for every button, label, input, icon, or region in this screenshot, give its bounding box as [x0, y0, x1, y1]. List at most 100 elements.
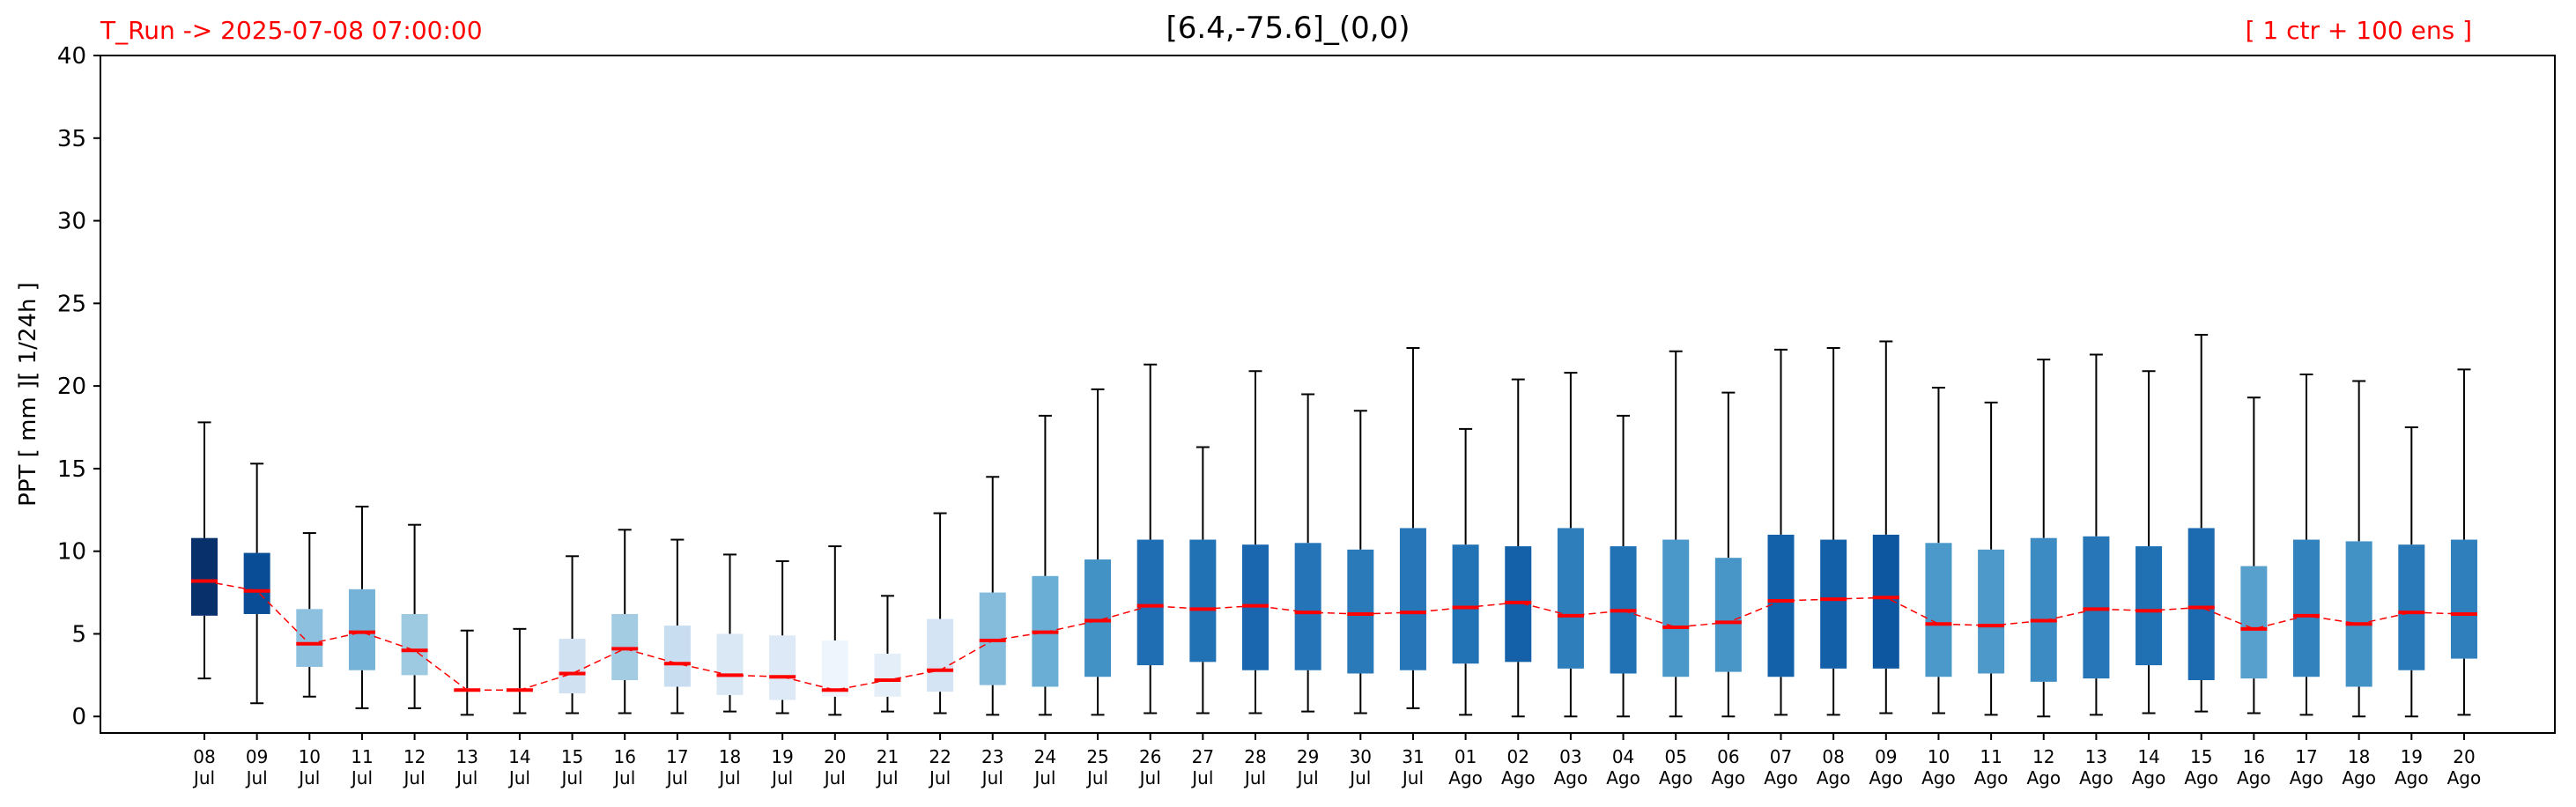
box-group [979, 476, 1006, 716]
box-group [1136, 363, 1164, 714]
box-group [348, 506, 375, 709]
box-iqr [2450, 539, 2477, 659]
x-tick-day: 05 [1664, 746, 1686, 767]
box-group [1714, 391, 1742, 718]
box-group [1294, 393, 1321, 713]
x-tick-day: 10 [1928, 746, 1950, 767]
chart-title: [6.4,-75.6]_(0,0) [1166, 11, 1410, 46]
box-group [2187, 333, 2215, 713]
x-tick-day: 28 [1244, 746, 1266, 767]
box-iqr [1294, 543, 1321, 670]
y-tick-label: 0 [71, 704, 86, 730]
x-tick-month: Jul [770, 767, 793, 788]
x-tick-month: Ago [1554, 767, 1588, 788]
x-tick-month: Jul [1243, 767, 1266, 788]
y-tick-label: 35 [57, 126, 86, 152]
y-tick-label: 30 [57, 209, 86, 235]
x-tick-day: 02 [1507, 746, 1529, 767]
box-group [874, 595, 901, 713]
x-tick-month: Ago [1448, 767, 1483, 788]
box-iqr [1925, 543, 1952, 677]
x-tick-day: 13 [2085, 746, 2107, 767]
box-group [2240, 396, 2268, 714]
x-tick-day: 20 [2453, 746, 2475, 767]
x-tick-day: 25 [1086, 746, 1108, 767]
box-group [1978, 401, 2005, 716]
box-iqr [1452, 544, 1479, 664]
box-group [2450, 368, 2477, 716]
box-group [821, 545, 848, 716]
x-tick-month: Jul [559, 767, 582, 788]
box-iqr [927, 618, 954, 692]
box-group [191, 421, 218, 680]
x-tick-day: 15 [2190, 746, 2212, 767]
box-iqr [2398, 544, 2425, 670]
x-tick-month: Jul [507, 767, 530, 788]
box-group [2083, 353, 2110, 716]
box-group [1662, 350, 1690, 718]
x-tick-day: 11 [1980, 746, 2002, 767]
box-iqr [296, 609, 323, 667]
box-group [663, 538, 691, 714]
x-tick-day: 12 [403, 746, 426, 767]
box-group [1872, 340, 1899, 714]
box-iqr [2345, 541, 2372, 687]
box-iqr [769, 635, 796, 700]
box-iqr [1662, 539, 1690, 677]
box-iqr [1347, 549, 1374, 674]
x-tick-month: Jul [245, 767, 268, 788]
box-group [716, 553, 744, 713]
box-group [401, 523, 428, 709]
box-iqr [348, 589, 375, 670]
x-tick-month: Ago [1869, 767, 1903, 788]
x-tick-day: 16 [2243, 746, 2265, 767]
box-group [1242, 370, 1269, 714]
box-group [927, 512, 954, 714]
x-tick-day: 08 [1822, 746, 1844, 767]
x-tick-day: 07 [1770, 746, 1792, 767]
x-tick-day: 01 [1455, 746, 1477, 767]
x-tick-day: 21 [877, 746, 899, 767]
x-tick-month: Jul [612, 767, 635, 788]
box-iqr [2136, 546, 2163, 666]
box-iqr [716, 633, 744, 695]
x-tick-month: Ago [2079, 767, 2113, 788]
x-tick-day: 19 [771, 746, 793, 767]
x-tick-month: Jul [455, 767, 477, 788]
x-tick-day: 22 [929, 746, 951, 767]
x-tick-day: 12 [2032, 746, 2054, 767]
box-group [243, 463, 270, 705]
box-iqr [243, 552, 270, 614]
x-tick-day: 06 [1717, 746, 1739, 767]
x-tick-month: Ago [1764, 767, 1798, 788]
median-trend-line [204, 580, 2464, 692]
x-tick-day: 24 [1034, 746, 1056, 767]
x-tick-month: Ago [1817, 767, 1851, 788]
y-axis-label: PPT [ mm ][ 1/24h ] [15, 282, 41, 507]
box-iqr [559, 639, 586, 693]
x-tick-month: Jul [1085, 767, 1108, 788]
box-group [296, 532, 323, 698]
box-group [2345, 380, 2372, 718]
box-iqr [1714, 558, 1742, 672]
x-tick-day: 09 [1875, 746, 1897, 767]
box-group [1610, 414, 1637, 718]
x-tick-month: Ago [1606, 767, 1640, 788]
x-tick-month: Ago [2237, 767, 2271, 788]
y-tick-label: 5 [71, 621, 86, 648]
x-tick-month: Jul [192, 767, 215, 788]
x-tick-day: 19 [2401, 746, 2423, 767]
x-tick-day: 26 [1139, 746, 1161, 767]
x-tick-month: Ago [1974, 767, 2009, 788]
x-tick-month: Ago [2290, 767, 2324, 788]
x-tick-month: Jul [1190, 767, 1213, 788]
box-group [2293, 373, 2320, 716]
x-tick-day: 11 [351, 746, 373, 767]
box-group [1505, 378, 1532, 718]
y-tick-label: 40 [57, 43, 86, 70]
x-tick-day: 16 [613, 746, 635, 767]
box-iqr [1978, 549, 2005, 674]
x-tick-month: Jul [297, 767, 320, 788]
x-tick-month: Jul [981, 767, 1003, 788]
box-group [1084, 388, 1112, 716]
